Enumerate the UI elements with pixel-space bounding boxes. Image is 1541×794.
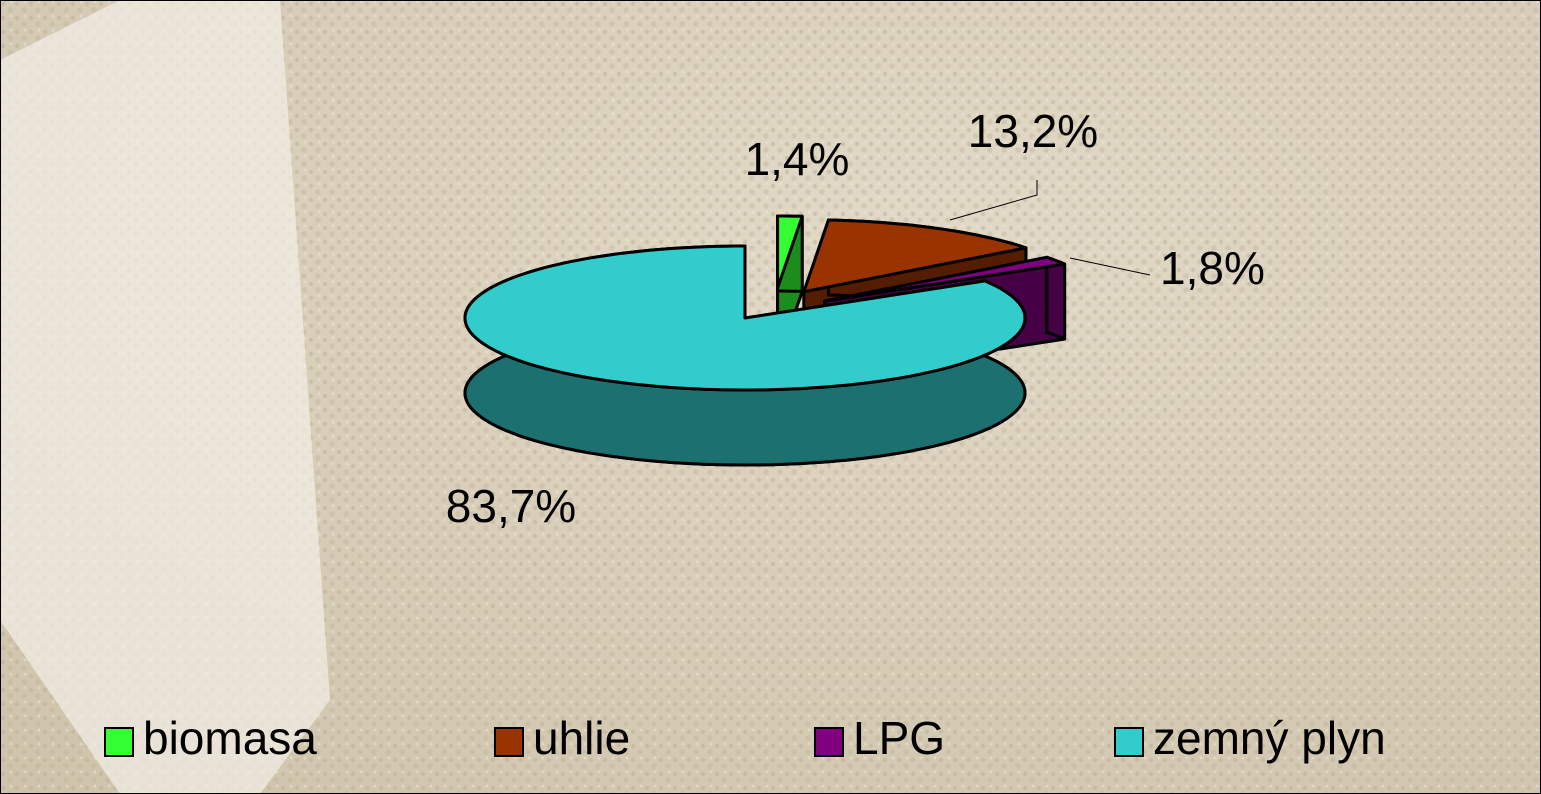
page: 1,4% 13,2% 1,8% 83,7% biomasa uhlie LPG zemný … (0, 0, 1541, 794)
data-label: 83,7% (446, 480, 576, 532)
chart: 1,4% 13,2% 1,8% 83,7% biomasa uhlie LPG zemný … (0, 0, 1541, 794)
legend-label: uhlie (533, 712, 630, 764)
data-label: 13,2% (968, 105, 1098, 157)
legend-label: zemný plyn (1153, 712, 1386, 764)
legend-label: LPG (853, 712, 945, 764)
legend-swatch (495, 728, 523, 756)
legend-label: biomasa (143, 712, 317, 764)
data-label: 1,4% (745, 133, 850, 185)
slice-side (1047, 257, 1065, 339)
background-sack (0, 0, 330, 794)
legend-swatch (815, 728, 843, 756)
legend-swatch (1115, 728, 1143, 756)
legend-swatch (105, 728, 133, 756)
data-label: 1,8% (1160, 242, 1265, 294)
